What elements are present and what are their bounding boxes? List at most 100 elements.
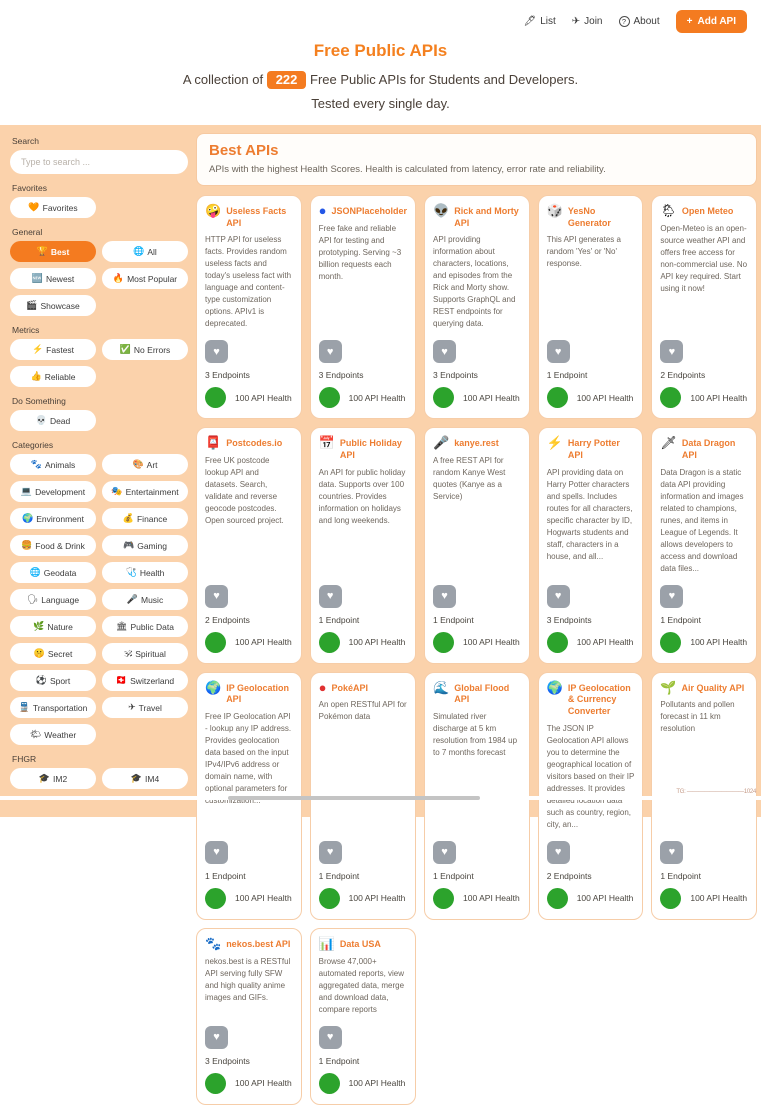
sidebar-item-travel[interactable]: ✈ Travel [102,697,188,718]
hero: Free Public APIs A collection of 222 Fre… [0,35,761,125]
sidebar-item-fastest[interactable]: ⚡ Fastest [10,339,96,360]
health-score: 100 API Health [690,392,748,403]
favorite-button[interactable]: ♥ [205,584,228,608]
heart-icon: ♥ [326,590,334,603]
api-card[interactable]: 📊 Data USA Browse 47,000+ automated repo… [309,927,417,1105]
horizontal-scrollbar[interactable] [0,796,761,800]
sidebar-item-switzerland[interactable]: 🇨🇭 Switzerland [102,670,188,691]
sidebar-item-sport[interactable]: ⚽ Sport [10,670,96,691]
sidebar-item-label: All [147,246,157,257]
favorite-button[interactable]: ♥ [433,340,457,364]
page-title: Free Public APIs [313,41,448,60]
api-card[interactable]: 🤪 Useless Facts API HTTP API for useless… [196,195,302,420]
api-card[interactable]: 🎲 YesNo Generator This API generates a r… [537,195,644,420]
health-score: 100 API Health [463,392,520,403]
sidebar-item-environment[interactable]: 🌍 Environment [10,508,96,529]
heart-icon: ♥ [554,590,562,603]
search-input[interactable] [10,150,188,174]
sidebar-item-nature[interactable]: 🌿 Nature [10,616,96,637]
api-title: Open Meteo [681,206,734,216]
health-indicator [205,631,226,653]
sidebar-item-most-popular[interactable]: 🔥 Most Popular [102,268,188,289]
showcase-icon: 🎬 [26,300,38,310]
sidebar-item-reliable[interactable]: 👍 Reliable [10,366,96,387]
sidebar-item-finance[interactable]: 💰 Finance [102,508,188,529]
all-icon: 🌐 [133,246,145,256]
favorites-icon: 🧡 [28,202,40,212]
health-row: 100 API Health [205,631,293,653]
sidebar-item-public-data[interactable]: 🏛 Public Data [102,616,188,637]
sidebar-item-transportation[interactable]: 🚆 Transportation [10,697,96,718]
api-card[interactable]: 📅 Public Holiday API An API for public h… [309,427,417,664]
sidebar-item-all[interactable]: 🌐 All [102,241,188,262]
subtitle: A collection of 222 Free Public APIs for… [0,71,761,89]
api-title: Postcodes.io [226,438,283,449]
scrollbar-thumb[interactable] [228,796,480,800]
endpoints-count: 2 Endpoints [205,614,250,625]
health-row: 100 API Health [660,631,748,653]
sidebar-item-language[interactable]: 🗣 Language [10,589,96,610]
api-card[interactable]: 🌦 Open Meteo Open-Meteo is an open-sourc… [651,195,757,420]
nav-link-join[interactable]: ✈ Join [572,16,603,27]
favorite-button[interactable]: ♥ [433,840,457,864]
sidebar-item-im4[interactable]: 🎓 IM4 [102,768,188,789]
sidebar-item-im2[interactable]: 🎓 IM2 [10,768,96,789]
sidebar-item-newest[interactable]: 🆕 Newest [10,268,96,289]
subtitle-line2: Tested every single day. [311,96,450,111]
sidebar-item-best[interactable]: 🏆 Best [10,241,96,262]
favorite-button[interactable]: ♥ [318,584,342,608]
transportation-icon: 🚆 [18,702,30,712]
favorite-button[interactable]: ♥ [546,584,570,608]
api-card[interactable]: 📮 Postcodes.io Free UK postcode lookup A… [196,427,302,664]
nav-link-list[interactable]: 🖋 List [523,16,555,27]
api-card[interactable]: ⚡ Harry Potter API API providing data on… [537,427,644,664]
sidebar-item-no-errors[interactable]: ✅ No Errors [102,339,188,360]
heart-icon: ♥ [554,846,562,859]
sidebar-item-secret[interactable]: 🤫 Secret [10,643,96,664]
sidebar-item-health[interactable]: 🩺 Health [102,562,188,583]
sidebar-item-animals[interactable]: 🐾 Animals [10,454,96,475]
api-card[interactable]: 👽 Rick and Morty API API providing infor… [424,195,530,420]
api-card[interactable]: 🗡 Data Dragon API Data Dragon is a stati… [651,427,757,664]
sidebar-item-dead[interactable]: 💀 Dead [10,410,96,431]
favorite-button[interactable]: ♥ [318,840,342,864]
geodata-icon: 🌐 [29,567,41,577]
sidebar-item-development[interactable]: 💻 Development [10,481,96,502]
sidebar-item-entertainment[interactable]: 🎭 Entertainment [102,481,188,502]
sidebar-item-weather[interactable]: 🌤 Weather [10,724,96,745]
api-card[interactable]: ● JSONPlaceholder Free fake and reliable… [309,195,417,420]
favorite-button[interactable]: ♥ [433,584,457,608]
sidebar-item-label: Favorites [42,202,78,213]
favorite-button[interactable]: ♥ [546,840,570,864]
sidebar-item-showcase[interactable]: 🎬 Showcase [10,295,96,316]
favorite-button[interactable]: ♥ [318,1025,342,1049]
endpoints-count: 3 Endpoints [318,370,364,381]
favorite-button[interactable]: ♥ [546,340,570,364]
nav-link-about[interactable]: ? About [618,16,660,27]
sidebar-item-art[interactable]: 🎨 Art [102,454,188,475]
sidebar-item-geodata[interactable]: 🌐 Geodata [10,562,96,583]
weather-icon: 🌤 [29,729,42,739]
favorite-button[interactable]: ♥ [205,340,228,364]
favorite-button[interactable]: ♥ [660,584,684,608]
favorite-button[interactable]: ♥ [660,340,684,364]
api-card[interactable]: 🎤 kanye.rest A free REST API for random … [424,427,530,664]
endpoints-count: 2 Endpoints [660,370,706,381]
favorite-button[interactable]: ♥ [660,840,684,864]
sidebar-item-spiritual[interactable]: 🕉 Spiritual [102,643,188,664]
newest-icon: 🆕 [31,273,43,283]
favorite-button[interactable]: ♥ [318,340,342,364]
endpoints-count: 3 Endpoints [205,1055,250,1066]
favorite-button[interactable]: ♥ [205,1025,228,1049]
animals-icon: 🐾 [30,459,42,469]
sidebar-item-gaming[interactable]: 🎮 Gaming [102,535,188,556]
sidebar-item-favorites[interactable]: 🧡 Favorites [10,197,96,218]
endpoints-count: 1 Endpoint [433,614,474,625]
nav-link-label: About [633,16,660,27]
sidebar-item-music[interactable]: 🎤 Music [102,589,188,610]
api-card[interactable]: 🐾 nekos.best API nekos.best is a RESTful… [196,927,302,1105]
add-api-button[interactable]: + Add API [675,10,747,33]
api-description: Simulated river discharge at 5 km resolu… [433,712,518,758]
favorite-button[interactable]: ♥ [205,840,228,864]
sidebar-item-food-drink[interactable]: 🍔 Food & Drink [10,535,96,556]
